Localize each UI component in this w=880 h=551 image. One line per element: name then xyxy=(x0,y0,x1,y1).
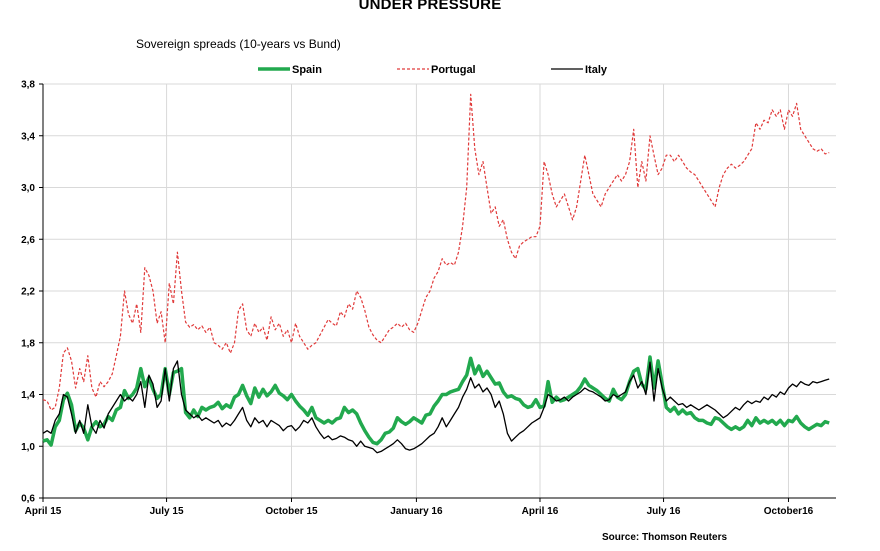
legend-label-italy: Italy xyxy=(585,64,608,76)
y-tick-label: 2,6 xyxy=(21,235,35,246)
y-tick-label: 3,8 xyxy=(21,80,35,91)
x-tick-label: October16 xyxy=(764,506,814,517)
x-tick-label: July 15 xyxy=(150,506,184,517)
x-tick-label: July 16 xyxy=(647,506,681,517)
series-line-italy xyxy=(42,360,830,454)
y-tick-label: 3,4 xyxy=(21,131,35,142)
source-note: Source: Thomson Reuters xyxy=(602,532,728,543)
chart-title: UNDER PRESSURE xyxy=(358,0,502,13)
series-line-portugal xyxy=(42,93,830,411)
series-lines xyxy=(42,93,830,454)
y-tick-label: 3,0 xyxy=(21,183,35,194)
chart-subtitle: Sovereign spreads (10-years vs Bund) xyxy=(136,37,341,51)
y-tick-label: 1,8 xyxy=(21,338,35,349)
x-tick-label: October 15 xyxy=(265,506,318,517)
legend: Spain Portugal Italy xyxy=(258,64,608,76)
legend-label-spain: Spain xyxy=(292,64,322,76)
x-tick-labels: April 15 July 15 October 15 January 16 April… xyxy=(25,506,814,517)
x-tick-label: January 16 xyxy=(390,506,443,517)
axes xyxy=(39,83,836,502)
y-tick-label: 1,0 xyxy=(21,442,35,453)
y-tick-labels: 0,6 1,0 1,4 1,8 2,2 2,6 3,0 3,4 3,8 xyxy=(21,80,35,505)
y-tick-label: 0,6 xyxy=(21,494,35,505)
grid-lines xyxy=(42,83,836,499)
x-tick-label: April 15 xyxy=(25,506,62,517)
y-tick-label: 1,4 xyxy=(21,390,35,401)
y-tick-label: 2,2 xyxy=(21,287,35,298)
legend-label-portugal: Portugal xyxy=(431,64,476,76)
x-tick-label: April 16 xyxy=(522,506,559,517)
series-line-spain xyxy=(42,355,830,447)
